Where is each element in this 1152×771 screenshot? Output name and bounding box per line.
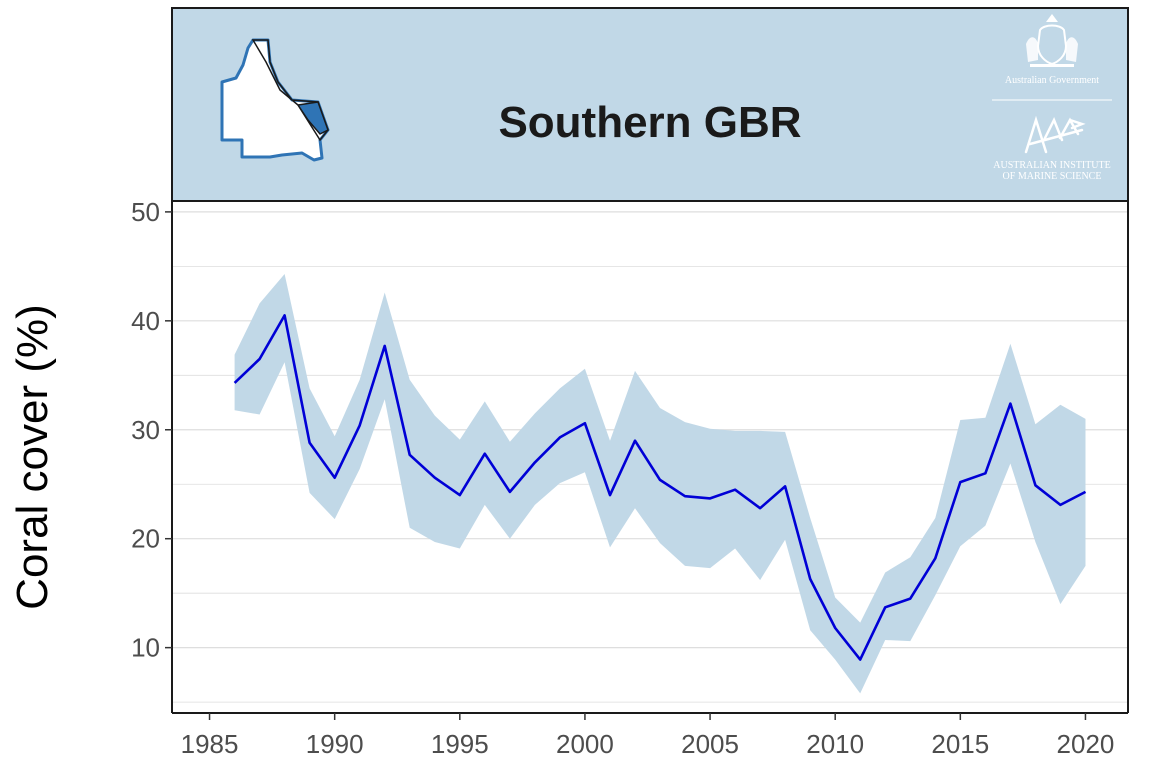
x-tick-label-2010: 2010 <box>806 729 864 759</box>
chart-title: Southern GBR <box>498 98 801 147</box>
title-strip <box>171 7 1129 202</box>
plot-panel <box>171 200 1129 714</box>
aims-logo-text-line2: OF MARINE SCIENCE <box>1003 171 1102 182</box>
x-tick-label-2000: 2000 <box>556 729 614 759</box>
x-tick-label-1990: 1990 <box>306 729 364 759</box>
x-axis-ticks: 1985 1990 1995 2000 2005 2010 2015 2020 <box>181 713 1115 759</box>
y-tick-label-50: 50 <box>131 197 160 227</box>
x-tick-label-2015: 2015 <box>931 729 989 759</box>
y-tick-label-30: 30 <box>131 415 160 445</box>
y-axis-ticks: 10 20 30 40 50 <box>131 197 172 663</box>
y-tick-label-40: 40 <box>131 306 160 336</box>
x-tick-label-2020: 2020 <box>1057 729 1115 759</box>
x-tick-label-1985: 1985 <box>181 729 239 759</box>
coat-of-arms-icon <box>1026 14 1078 67</box>
confidence-band <box>234 274 1086 694</box>
y-axis-label: Coral cover (%) <box>8 304 57 610</box>
x-tick-label-1995: 1995 <box>431 729 489 759</box>
aims-logo-text-line1: AUSTRALIAN INSTITUTE <box>993 160 1111 171</box>
aims-logo-icon <box>1024 115 1086 154</box>
coral-cover-line <box>233 314 1087 661</box>
y-tick-label-20: 20 <box>131 524 160 554</box>
y-tick-label-10: 10 <box>131 633 160 663</box>
x-tick-label-2005: 2005 <box>681 729 739 759</box>
government-logo-text: Australian Government <box>1005 75 1099 86</box>
queensland-map-icon <box>220 38 330 162</box>
